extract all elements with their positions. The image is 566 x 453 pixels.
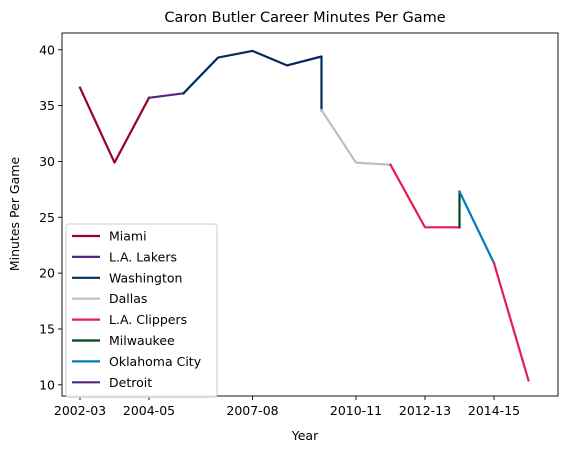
plot-frame	[61, 32, 559, 397]
y-axis-label: Minutes Per Game	[7, 157, 22, 272]
series-lines	[78, 49, 530, 382]
legend-label: L.A. Lakers	[109, 249, 177, 264]
axis-ticks: 10 15 20 25 30 35 40 2002-03 2004-05 2007-08 2010-…	[39, 42, 520, 418]
x-tick-label: 2007-08	[226, 403, 278, 418]
x-tick-label: 2010-11	[330, 403, 382, 418]
series-line-l-a-lakers	[147, 92, 185, 100]
x-axis-label: Year	[291, 428, 319, 443]
y-tick-label: 25	[39, 210, 55, 225]
y-tick-label: 10	[39, 377, 55, 392]
y-tick-label: 15	[39, 321, 55, 336]
series-line-l-a-clippers	[389, 163, 461, 229]
x-tick-label: 2004-05	[123, 403, 175, 418]
x-tick-label: 2002-03	[54, 403, 106, 418]
legend-label: Detroit	[109, 375, 152, 390]
legend-label: L.A. Clippers	[109, 312, 187, 327]
legend-box	[65, 223, 218, 398]
x-tick-label: 2014-15	[468, 403, 520, 418]
series-line-dallas	[319, 108, 392, 166]
y-tick-label: 20	[39, 266, 55, 281]
legend-label: Miami	[109, 229, 147, 244]
series-line-miami	[78, 86, 151, 164]
y-tick-label: 40	[39, 42, 55, 57]
legend-label: Milwaukee	[109, 333, 175, 348]
x-tick-label: 2012-13	[399, 403, 451, 418]
series-line-washington	[181, 49, 323, 112]
series-line-final-segment	[492, 261, 530, 382]
legend: Miami L.A. Lakers Washington Dallas L.A. Cli…	[65, 223, 218, 398]
legend-label: Washington	[109, 270, 182, 285]
y-tick-label: 30	[39, 154, 55, 169]
legend-label: Dallas	[109, 291, 147, 306]
series-line-oklahoma-city	[458, 190, 496, 265]
y-tick-label: 35	[39, 98, 55, 113]
chart-title: Caron Butler Career Minutes Per Game	[164, 10, 445, 26]
legend-label: Oklahoma City	[109, 354, 202, 369]
